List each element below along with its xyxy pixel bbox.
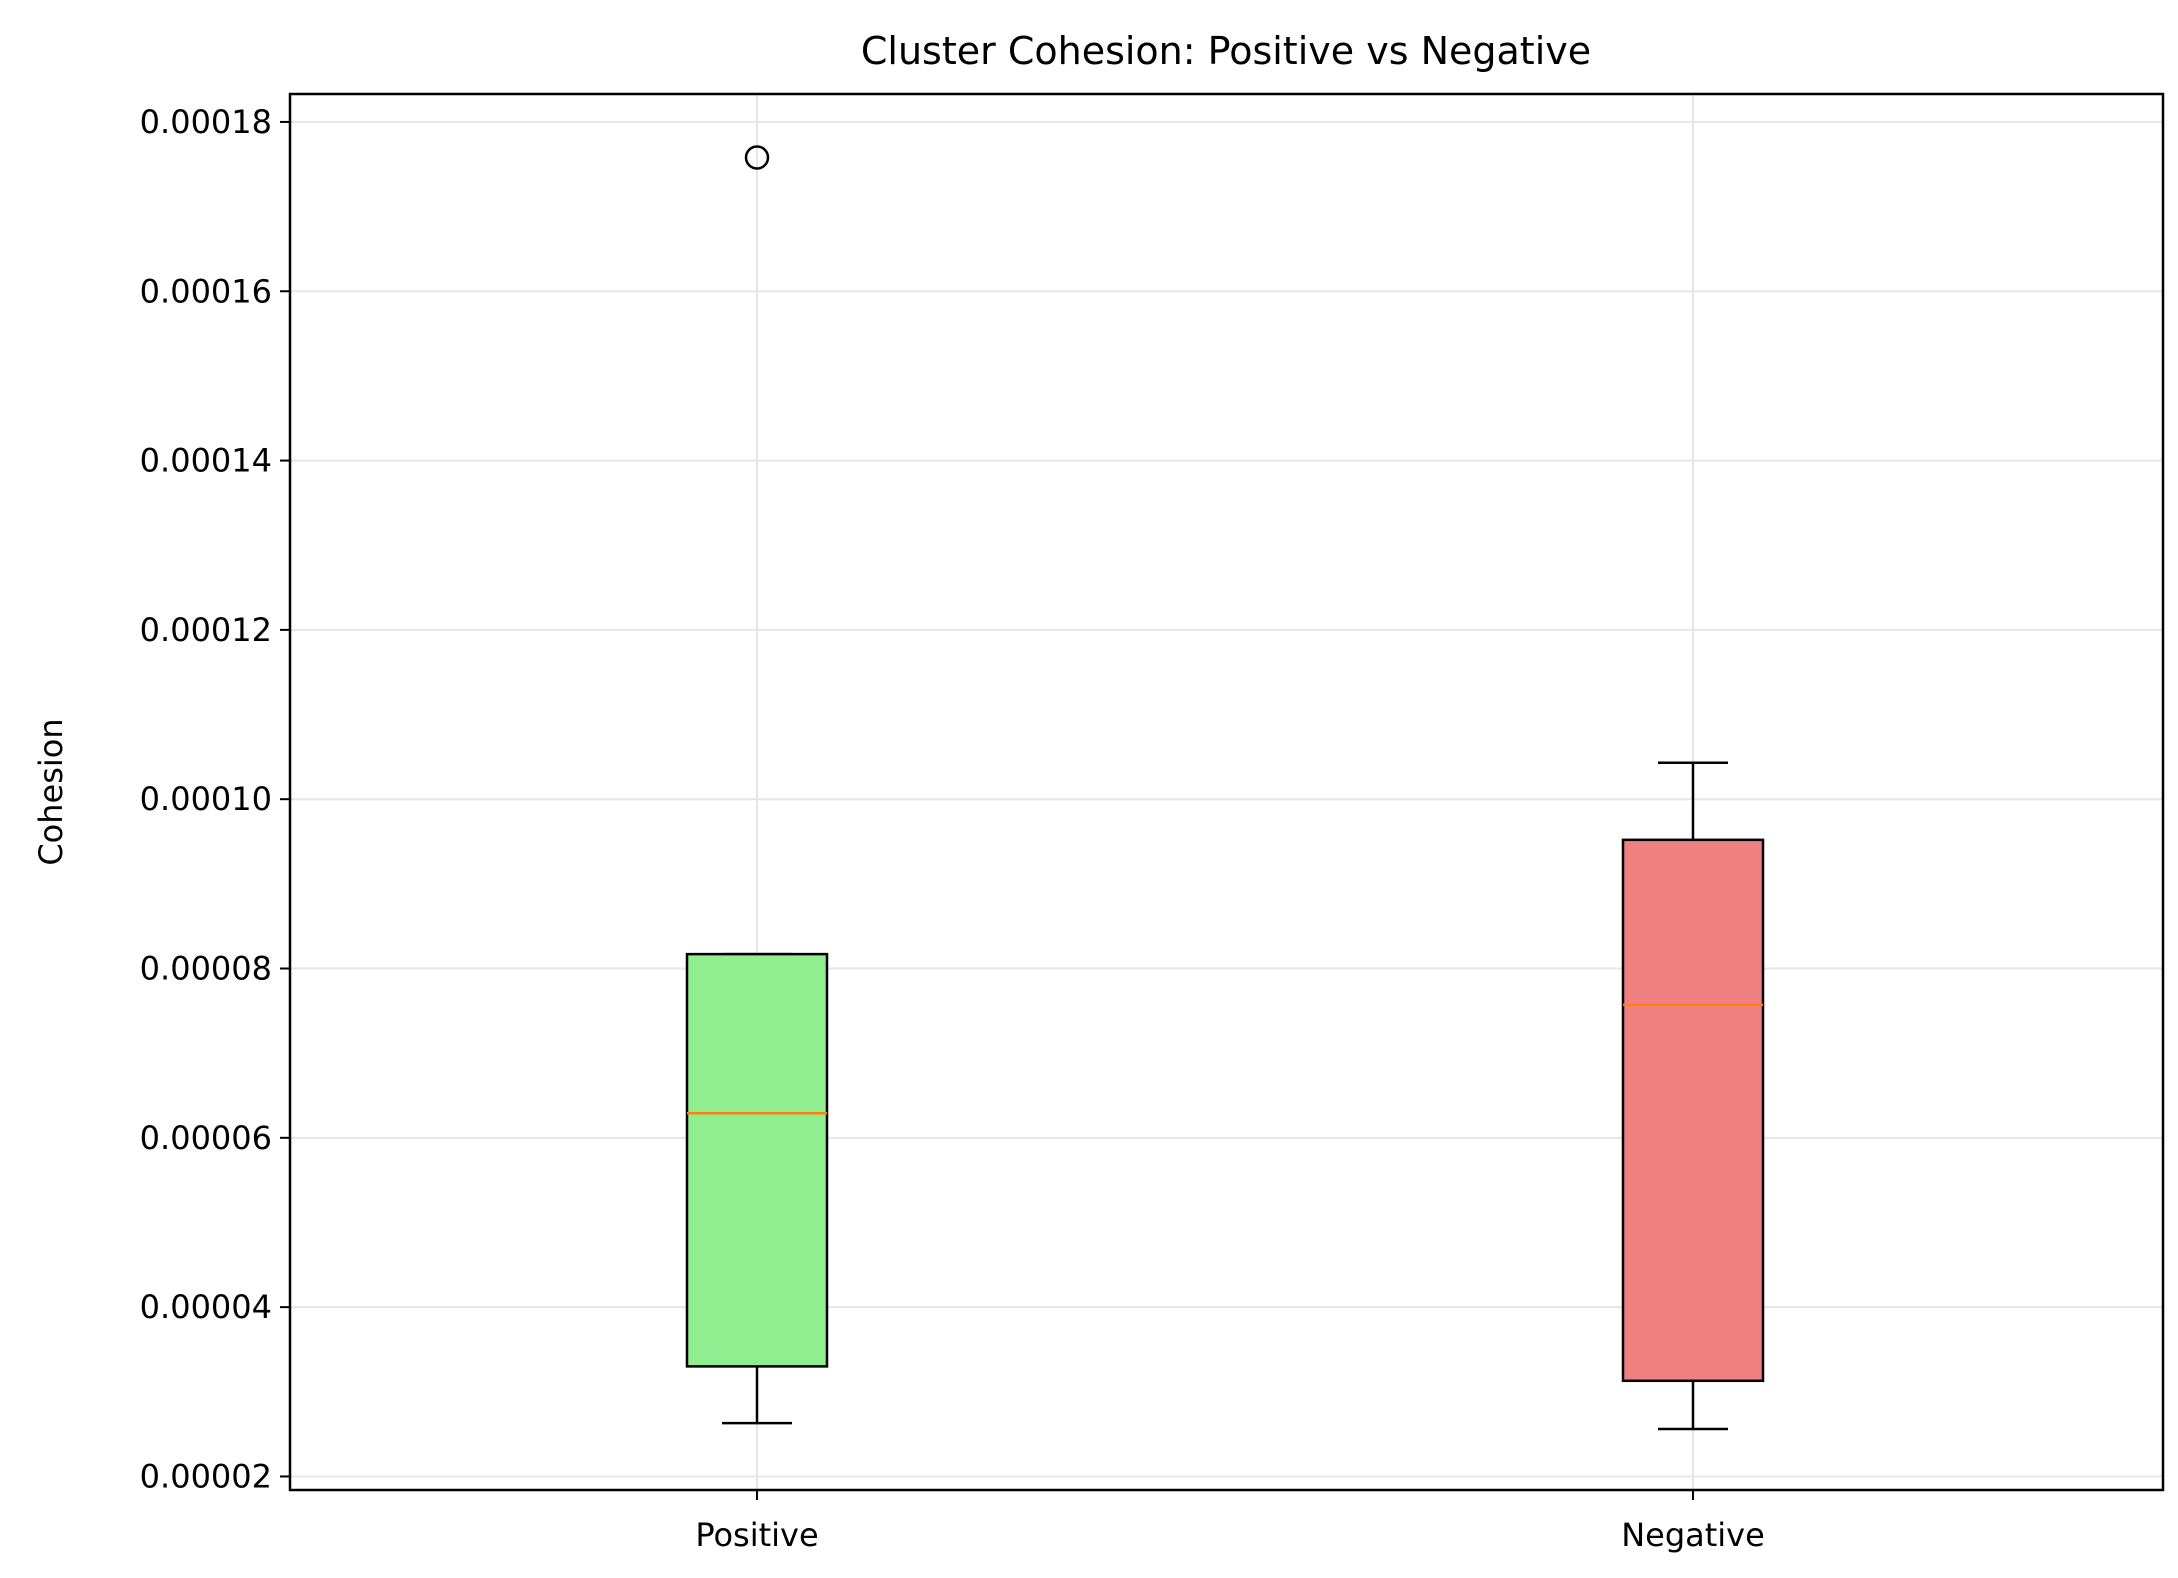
box-negative xyxy=(1621,761,1765,1431)
y-tick-label: 0.00004 xyxy=(140,1288,272,1326)
y-tick-label: 0.00002 xyxy=(140,1457,272,1495)
x-tick-label: Positive xyxy=(695,1516,818,1554)
y-axis-label: Cohesion xyxy=(32,718,70,865)
box-positive xyxy=(685,145,829,1425)
y-tick-label: 0.00012 xyxy=(140,611,272,649)
y-tick-label: 0.00008 xyxy=(140,950,272,988)
y-tick-label: 0.00018 xyxy=(140,103,272,141)
plot-area-frame xyxy=(288,92,2165,1492)
y-tick-label: 0.00006 xyxy=(140,1119,272,1157)
y-tick-label: 0.00010 xyxy=(140,780,272,818)
boxes-layer xyxy=(685,145,1765,1431)
y-tick-label: 0.00016 xyxy=(140,272,272,310)
y-tick-label: 0.00014 xyxy=(140,442,272,480)
x-tick-label: Negative xyxy=(1621,1516,1765,1554)
ticks-layer: 0.00002 0.00004 0.00006 0.00008 0.00010 0.000… xyxy=(140,103,1765,1554)
iqr-box xyxy=(685,952,829,1368)
chart-title: Cluster Cohesion: Positive vs Negative xyxy=(861,29,1591,73)
outlier-point xyxy=(744,145,770,170)
iqr-box xyxy=(1621,838,1765,1383)
